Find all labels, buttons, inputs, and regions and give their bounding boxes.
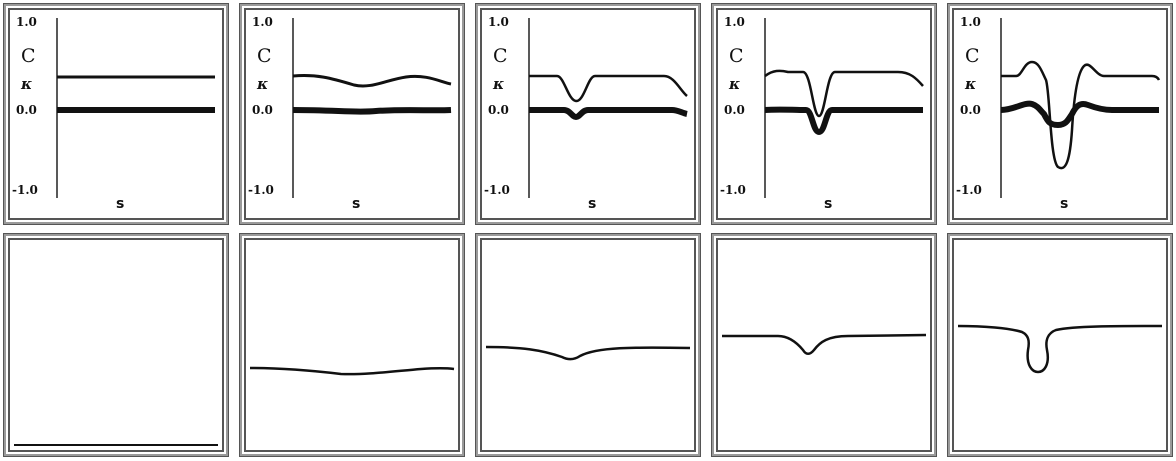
shape-5 [957, 324, 1163, 374]
profile-curve [249, 366, 455, 376]
plot-2: 1.0 C κ 0.0 -1.0 s [248, 15, 452, 212]
y-tick-bottom: -1.0 [12, 183, 38, 197]
kappa-label: κ [728, 75, 740, 93]
kappa-curve [764, 106, 923, 136]
kappa-curve [529, 107, 688, 121]
kappa-label: κ [20, 75, 32, 93]
c-label: C [965, 45, 980, 67]
plot-1: 1.0 C κ 0.0 -1.0 s [12, 15, 215, 212]
kappa-curve [1000, 100, 1159, 129]
shape-1 [14, 444, 218, 446]
shape-panel-2 [239, 233, 465, 457]
y-tick-bottom: -1.0 [720, 183, 746, 197]
c-curve [292, 74, 452, 88]
shape-panel-3 [475, 233, 701, 457]
plot-panel-1: 1.0 C κ 0.0 -1.0 s [3, 3, 229, 225]
y-tick-mid: 0.0 [16, 103, 37, 117]
y-tick-mid: 0.0 [488, 103, 509, 117]
plot-4: 1.0 C κ 0.0 -1.0 s [720, 15, 924, 212]
c-label: C [257, 45, 272, 67]
plot-panel-5: 1.0 C κ 0.0 -1.0 s [947, 3, 1173, 225]
x-axis-label: s [352, 196, 360, 212]
y-tick-bottom: -1.0 [248, 183, 274, 197]
plot-panel-3: 1.0 C κ 0.0 -1.0 s [475, 3, 701, 225]
shape-4 [722, 333, 927, 355]
x-axis-label: s [1060, 196, 1068, 212]
y-tick-top: 1.0 [16, 15, 37, 29]
c-label: C [493, 45, 508, 67]
profile-curve [722, 333, 927, 355]
y-tick-bottom: -1.0 [484, 183, 510, 197]
y-tick-top: 1.0 [252, 15, 273, 29]
y-tick-mid: 0.0 [724, 103, 745, 117]
shape-panel-5 [947, 233, 1173, 457]
plot-panel-2: 1.0 C κ 0.0 -1.0 s [239, 3, 465, 225]
plot-5: 1.0 C κ 0.0 -1.0 s [956, 15, 1161, 212]
kappa-curve [292, 107, 452, 115]
y-tick-top: 1.0 [724, 15, 745, 29]
profile-curve [957, 324, 1163, 374]
kappa-label: κ [964, 75, 976, 93]
y-tick-mid: 0.0 [252, 103, 273, 117]
kappa-label: κ [492, 75, 504, 93]
c-label: C [21, 45, 36, 67]
y-tick-top: 1.0 [488, 15, 509, 29]
kappa-label: κ [256, 75, 268, 93]
plot-panel-4: 1.0 C κ 0.0 -1.0 s [711, 3, 937, 225]
profile-curve [485, 345, 691, 361]
c-curve [764, 69, 924, 118]
shape-panel-1 [3, 233, 229, 457]
shape-2 [249, 366, 455, 376]
y-tick-mid: 0.0 [960, 103, 981, 117]
shape-panel-4 [711, 233, 937, 457]
x-axis-label: s [116, 196, 124, 212]
y-tick-top: 1.0 [960, 15, 981, 29]
plot-3: 1.0 C κ 0.0 -1.0 s [484, 15, 688, 212]
c-curve [529, 74, 688, 103]
c-label: C [729, 45, 744, 67]
x-axis-label: s [588, 196, 596, 212]
c-curve [1001, 60, 1161, 170]
shape-3 [485, 345, 691, 361]
y-tick-bottom: -1.0 [956, 183, 982, 197]
x-axis-label: s [824, 196, 832, 212]
